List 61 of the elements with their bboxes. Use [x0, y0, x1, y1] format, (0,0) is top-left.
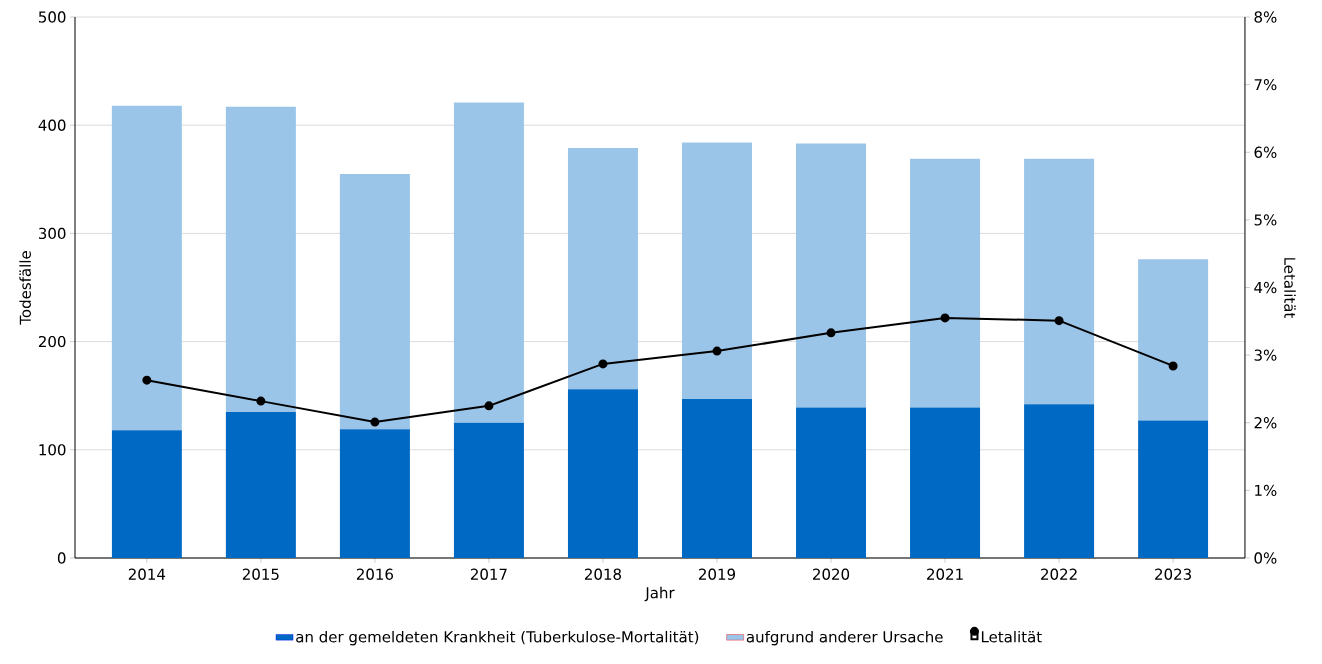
x-tick-label: 2023: [1155, 568, 1191, 580]
bar: [796, 143, 867, 408]
bar: [1024, 158, 1095, 405]
y-tick-label: 0: [57, 552, 66, 564]
x-tick-label: 2014: [128, 568, 166, 580]
bar: [567, 389, 638, 558]
bar: [225, 411, 296, 558]
bar: [1024, 404, 1095, 558]
point: [256, 396, 266, 406]
bar: [681, 398, 752, 558]
y-tick-label: 400: [38, 119, 66, 131]
y2-tick-label: 2%: [1254, 417, 1277, 429]
point: [484, 401, 494, 411]
y-tick-label: 500: [39, 11, 66, 23]
bar: [910, 407, 981, 558]
point: [826, 328, 836, 338]
bar: [339, 173, 410, 430]
point: [712, 346, 722, 356]
y-tick-label: 300: [38, 227, 66, 240]
x-tick-label: 2019: [699, 568, 736, 580]
y2-axis-title: Letalität: [1284, 258, 1296, 318]
y2-tick-label: 8%: [1254, 11, 1277, 23]
x-tick-label: 2018: [584, 568, 622, 580]
point: [1054, 316, 1064, 326]
y2-tick-label: 5%: [1254, 214, 1277, 226]
x-axis-title: Jahr: [644, 586, 675, 602]
legend-label: aufgrund anderer Ursache: [746, 630, 943, 646]
bar: [453, 102, 524, 423]
x-tick-label: 2020: [813, 568, 850, 580]
legend-label: Letalität: [981, 630, 1042, 643]
point: [1168, 361, 1178, 371]
x-tick-label: 2016: [356, 568, 394, 580]
y2-tick-label: 6%: [1254, 146, 1277, 158]
bar: [796, 407, 867, 558]
bar: [225, 106, 296, 412]
bar: [1138, 420, 1209, 558]
y-tick-label: 100: [39, 444, 66, 456]
y-axis-title: Todesfälle: [19, 251, 31, 325]
bar: [1138, 259, 1209, 421]
y-tick-label: 200: [38, 335, 66, 348]
y2-tick-label: 4%: [1254, 281, 1277, 294]
bar: [910, 158, 981, 408]
bar: [453, 422, 524, 558]
point: [940, 313, 950, 323]
y2-tick-label: 7%: [1254, 78, 1277, 91]
y2-tick-label: 0%: [1254, 552, 1277, 564]
bar: [681, 142, 752, 399]
x-tick-label: 2022: [1041, 568, 1077, 580]
point: [598, 359, 608, 369]
x-tick-label: 2017: [470, 568, 507, 580]
point: [142, 375, 152, 385]
x-tick-label: 2021: [927, 568, 963, 580]
y2-tick-label: 1%: [1255, 484, 1277, 497]
bar: [567, 147, 638, 390]
legend-label: an der gemeldeten Krankheit (Tuberkulose-Mortalität): [296, 630, 699, 646]
point: [370, 417, 380, 427]
x-tick-label: 2015: [242, 568, 279, 580]
bar: [111, 430, 182, 558]
bar: [339, 429, 410, 558]
y2-tick-label: 3%: [1254, 349, 1277, 361]
bar: [111, 105, 182, 431]
